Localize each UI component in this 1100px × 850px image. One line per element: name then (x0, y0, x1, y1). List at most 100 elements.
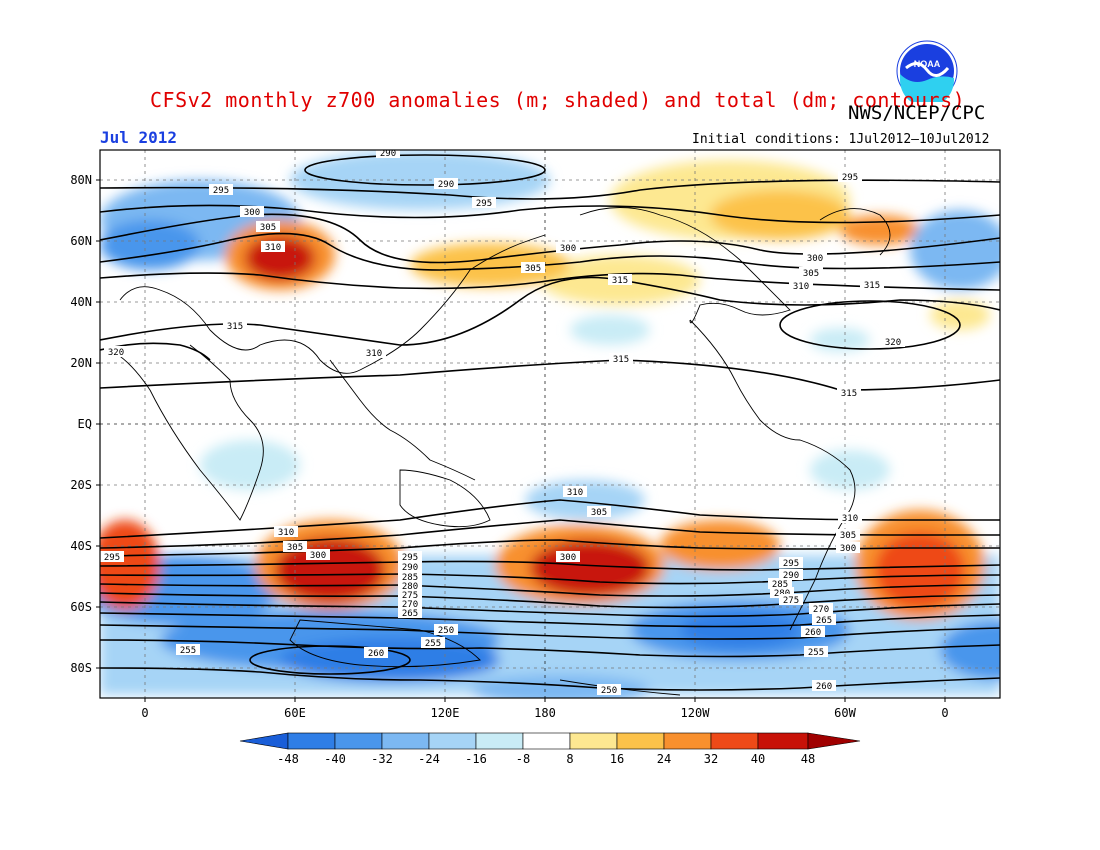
contour-label: 265 (398, 607, 422, 619)
svg-text:310: 310 (793, 282, 809, 292)
contour-label: 305 (799, 267, 823, 279)
svg-text:270: 270 (813, 605, 829, 615)
svg-text:300: 300 (560, 553, 576, 563)
svg-text:295: 295 (213, 186, 229, 196)
svg-text:260: 260 (368, 649, 384, 659)
noaa-logo-text: NOAA (914, 59, 941, 69)
lon-label: 120E (430, 706, 460, 720)
svg-text:305: 305 (591, 508, 607, 518)
lon-label: 0 (941, 706, 949, 720)
contour-label: 315 (608, 274, 632, 286)
contour-label: 310 (789, 280, 813, 292)
svg-text:315: 315 (841, 389, 857, 399)
contour-label: 300 (556, 551, 580, 563)
contour-label: 270 (398, 598, 422, 610)
contour-label: 280 (398, 580, 422, 592)
svg-text:280: 280 (402, 582, 418, 592)
svg-text:305: 305 (287, 543, 303, 553)
svg-text:275: 275 (402, 591, 418, 601)
contour-label: 295 (472, 197, 496, 209)
lon-label: 60E (284, 706, 306, 720)
svg-text:275: 275 (783, 596, 799, 606)
colorbar-bin (522, 732, 571, 750)
svg-text:295: 295 (842, 173, 858, 183)
lon-label: 180 (534, 706, 556, 720)
contour-label: 290 (779, 569, 803, 581)
contour-label: 300 (306, 549, 330, 561)
svg-text:255: 255 (808, 648, 824, 658)
contour-label: 310 (362, 347, 386, 359)
contour-label: 300 (240, 206, 264, 218)
colorbar-label: 16 (609, 752, 625, 766)
svg-text:305: 305 (260, 223, 276, 233)
contour-label: 290 (434, 178, 458, 190)
colorbar-bin (475, 732, 524, 750)
initial-conditions-label: Initial conditions: 1Jul2012–10Jul2012 (692, 132, 990, 147)
lon-label: 120W (680, 706, 710, 720)
noaa-logo: NOAA (896, 40, 958, 107)
contour-labels: 290 290 295 295 295 300 300 300 305 305 … (100, 147, 905, 696)
contour-label: 290 (398, 561, 422, 573)
colorbar-bin (428, 732, 477, 750)
contour-label: 285 (768, 578, 792, 590)
contour-label: 315 (860, 279, 884, 291)
contour-label: 260 (801, 626, 825, 638)
svg-text:270: 270 (402, 600, 418, 610)
contour-label: 290 (376, 147, 400, 159)
graticule (100, 150, 1000, 698)
lat-label: 40S (70, 539, 92, 553)
colorbar-bin (663, 732, 712, 750)
colorbar-bin (710, 732, 759, 750)
svg-text:315: 315 (613, 355, 629, 365)
contour-label: 320 (104, 346, 128, 358)
lat-label: 20S (70, 478, 92, 492)
colorbar-label: 48 (800, 752, 816, 766)
contour-label: 295 (209, 184, 233, 196)
colorbar-label: 24 (656, 752, 672, 766)
svg-text:290: 290 (380, 149, 396, 159)
contour-label: 295 (838, 171, 862, 183)
coastlines (109, 207, 891, 696)
svg-text:310: 310 (265, 243, 281, 253)
svg-text:250: 250 (438, 626, 454, 636)
svg-text:305: 305 (840, 531, 856, 541)
contour-label: 305 (836, 529, 860, 541)
contour-label: 255 (804, 646, 828, 658)
svg-text:300: 300 (840, 544, 856, 554)
contour-label: 305 (283, 541, 307, 553)
contour-label: 310 (261, 241, 285, 253)
svg-text:320: 320 (885, 338, 901, 348)
svg-text:290: 290 (438, 180, 454, 190)
contour-label: 310 (274, 526, 298, 538)
colorbar-label: 32 (703, 752, 719, 766)
axis-ticks (96, 179, 946, 702)
svg-text:250: 250 (601, 686, 617, 696)
lat-label: EQ (77, 417, 92, 431)
colorbar-label: 8 (566, 752, 574, 766)
svg-text:315: 315 (864, 281, 880, 291)
contour-label: 305 (256, 221, 280, 233)
lon-label: 60W (834, 706, 856, 720)
contour-label: 295 (398, 551, 422, 563)
svg-text:260: 260 (816, 682, 832, 692)
contour-label: 300 (556, 242, 580, 254)
svg-text:315: 315 (612, 276, 628, 286)
contour-label: 300 (836, 542, 860, 554)
svg-text:295: 295 (476, 199, 492, 209)
colorbar-label: -24 (418, 752, 440, 766)
svg-text:300: 300 (244, 208, 260, 218)
colorbar-bin (616, 732, 665, 750)
lat-label: 40N (70, 295, 92, 309)
lat-label: 60S (70, 600, 92, 614)
lat-label: 60N (70, 234, 92, 248)
colorbar-label: -48 (277, 752, 299, 766)
agency-label: NWS/NCEP/CPC (848, 102, 986, 124)
contour-label: 300 (803, 252, 827, 264)
colorbar-bin (381, 732, 430, 750)
svg-text:265: 265 (816, 616, 832, 626)
contour-label: 315 (609, 353, 633, 365)
svg-text:260: 260 (805, 628, 821, 638)
contour-label: 250 (434, 624, 458, 636)
contour-label: 310 (838, 512, 862, 524)
svg-text:310: 310 (567, 488, 583, 498)
